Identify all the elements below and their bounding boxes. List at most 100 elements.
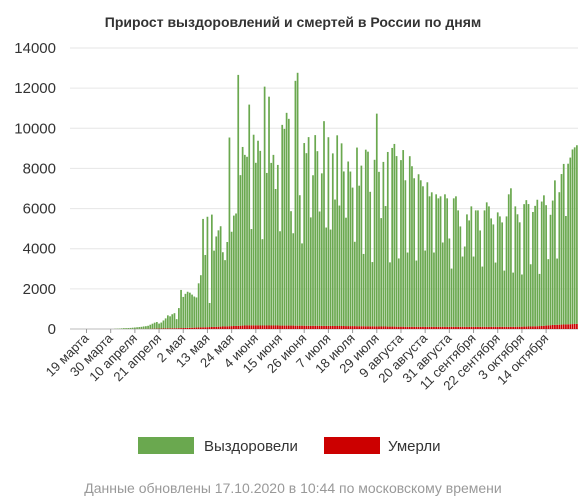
bar-deaths [230, 326, 233, 329]
bar-deaths [496, 326, 499, 329]
bar-deaths [259, 325, 262, 329]
bar-recovered [301, 243, 303, 326]
bar-recovered [532, 211, 534, 327]
bar-deaths [472, 326, 475, 329]
bar-recovered [380, 218, 383, 327]
bar-deaths [479, 326, 481, 329]
bar-recovered [441, 242, 444, 327]
legend-label: Выздоровели [204, 438, 298, 455]
bar-recovered [136, 327, 138, 329]
bar-recovered [382, 161, 385, 327]
bar-deaths [408, 326, 411, 329]
bar-recovered [463, 246, 466, 327]
bar-recovered [151, 323, 154, 329]
bar-recovered [314, 135, 317, 326]
bar-deaths [571, 324, 574, 329]
bar-deaths [483, 326, 486, 329]
bar-recovered [265, 172, 268, 326]
bar-deaths [466, 326, 468, 329]
bar-recovered [204, 254, 207, 328]
bar-deaths [283, 325, 286, 329]
bar-deaths [389, 326, 391, 329]
bar-recovered [334, 199, 336, 326]
bar-deaths [419, 326, 422, 329]
bar-deaths [193, 327, 196, 329]
bar-deaths [463, 326, 466, 329]
legend-label: Умерли [388, 438, 440, 455]
bar-recovered [153, 322, 156, 329]
bar-recovered [452, 198, 455, 327]
bar-deaths [221, 326, 224, 329]
bar-recovered [477, 210, 479, 327]
bar-deaths [565, 324, 567, 329]
bar-deaths [228, 326, 231, 329]
bar-deaths [276, 325, 279, 329]
bar-recovered [349, 171, 352, 327]
bar-recovered [558, 192, 561, 325]
bar-recovered [274, 189, 277, 326]
bar-recovered [397, 258, 400, 327]
bar-deaths [340, 325, 343, 329]
bar-deaths [448, 326, 451, 329]
bar-recovered [320, 173, 323, 326]
bar-recovered [340, 143, 343, 326]
bar-recovered [131, 327, 134, 329]
bar-deaths [219, 326, 222, 329]
bar-deaths [298, 325, 301, 329]
bar-recovered [565, 215, 567, 325]
bar-recovered [290, 211, 292, 326]
bar-recovered [184, 293, 187, 328]
bar-deaths [334, 325, 336, 329]
bar-deaths [375, 326, 378, 329]
bar-deaths [226, 326, 229, 329]
bar-deaths [323, 325, 325, 329]
bar-recovered [501, 222, 503, 327]
bar-recovered [305, 153, 308, 326]
bar-recovered [281, 124, 284, 326]
bar-deaths [281, 325, 284, 329]
bar-deaths [523, 326, 525, 329]
bar-recovered [389, 262, 391, 327]
bar-recovered [239, 175, 242, 326]
bar-deaths [569, 324, 572, 329]
bar-deaths [199, 327, 202, 329]
bar-recovered [140, 326, 143, 329]
bar-recovered [439, 196, 442, 327]
bar-recovered [364, 149, 367, 327]
bar-deaths [494, 326, 497, 329]
bar-recovered [309, 217, 312, 326]
bar-recovered [472, 256, 475, 327]
bar-deaths [426, 326, 429, 329]
bar-recovered [428, 196, 431, 327]
bar-deaths [391, 326, 394, 329]
bar-recovered [292, 233, 295, 326]
bar-deaths [270, 325, 273, 329]
bar-recovered [160, 322, 163, 329]
bar-deaths [378, 326, 380, 329]
bar-deaths [202, 327, 204, 329]
bar-recovered [217, 230, 220, 327]
bar-deaths [239, 325, 242, 329]
bar-deaths [503, 326, 506, 329]
bar-deaths [510, 326, 512, 329]
bar-recovered [147, 325, 149, 329]
bar-deaths [455, 326, 457, 329]
bar-deaths [573, 323, 576, 329]
bar-recovered [270, 162, 273, 326]
bar-deaths [351, 326, 354, 329]
bar-recovered [171, 314, 174, 329]
bar-deaths [362, 326, 365, 329]
bar-recovered [411, 166, 413, 327]
bar-recovered [162, 320, 165, 329]
bar-recovered [287, 118, 290, 326]
bar-recovered [232, 215, 235, 326]
bar-recovered [208, 302, 211, 328]
bar-recovered [362, 253, 365, 327]
bar-recovered [182, 296, 185, 329]
bar-deaths [232, 325, 235, 329]
bar-deaths [208, 327, 211, 329]
bar-recovered [197, 283, 200, 328]
bar-deaths [248, 325, 251, 329]
bar-deaths [554, 324, 556, 329]
bar-deaths [402, 326, 405, 329]
